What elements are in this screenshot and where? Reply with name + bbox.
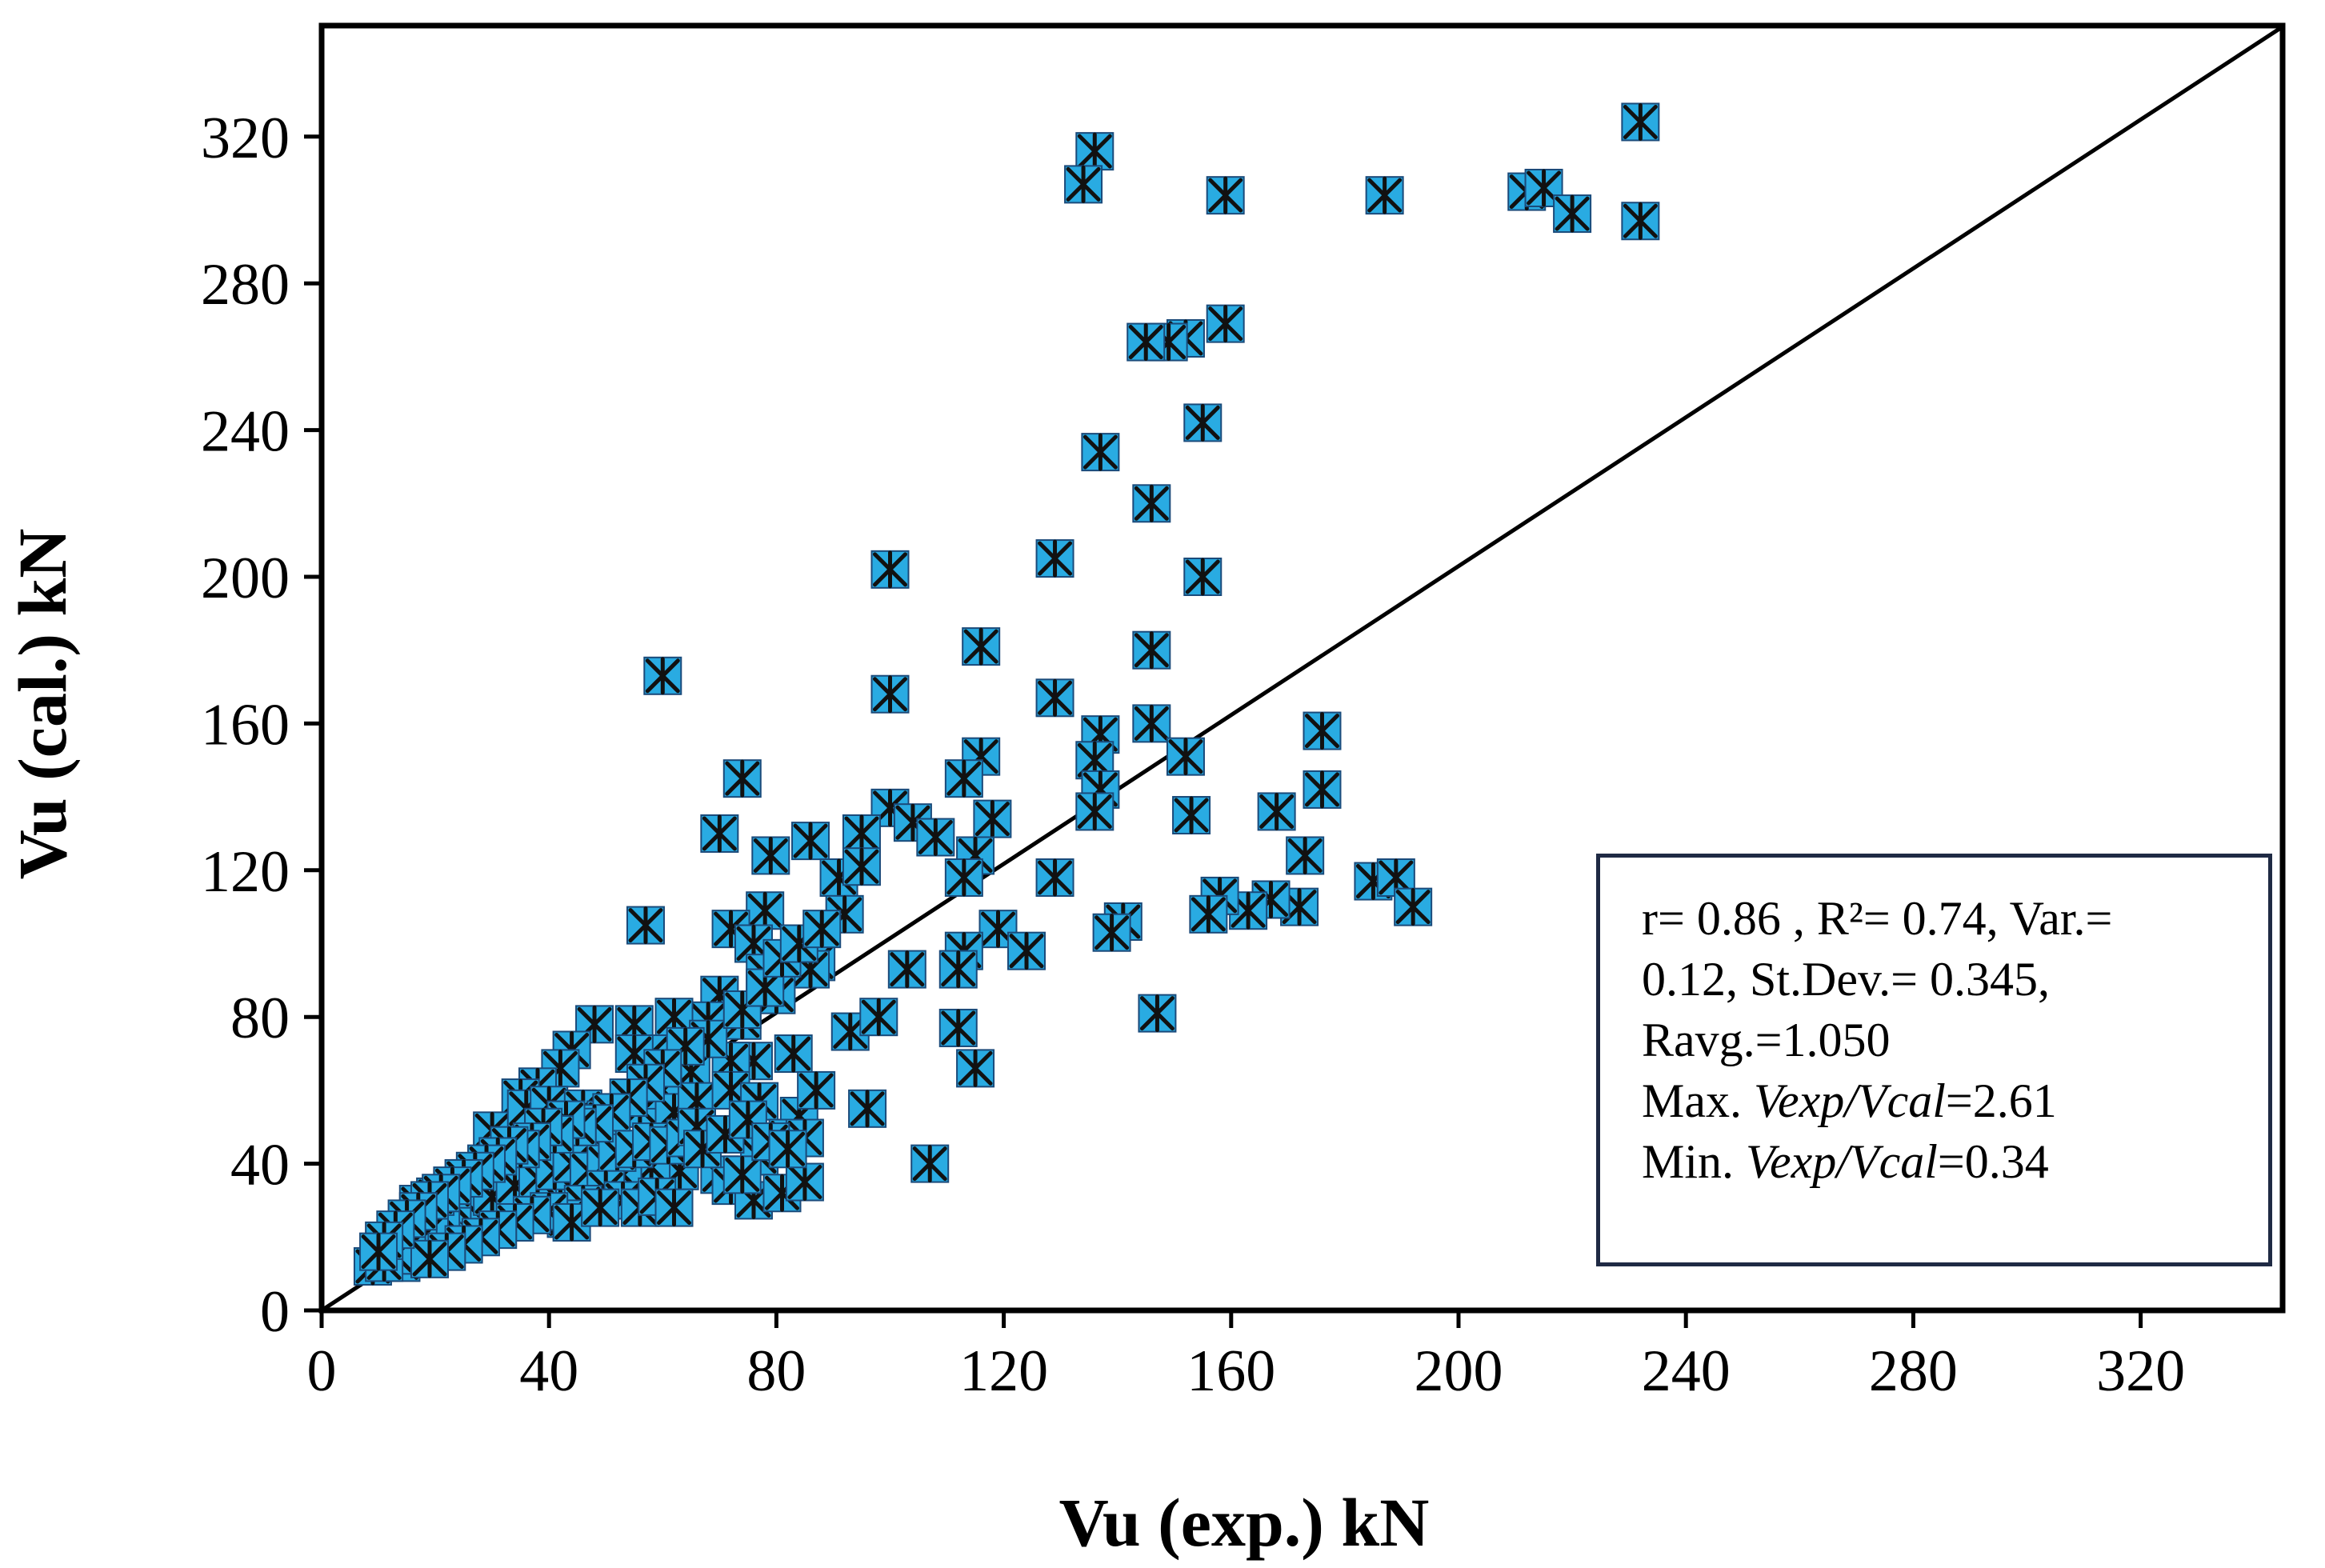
data-point xyxy=(1035,678,1074,718)
data-point xyxy=(1394,887,1433,926)
x-tick-label: 40 xyxy=(519,1338,578,1404)
data-point xyxy=(870,674,910,714)
data-point xyxy=(1092,913,1131,952)
data-point xyxy=(1183,558,1223,596)
data-point xyxy=(1138,994,1177,1033)
y-tick-label: 320 xyxy=(201,106,290,171)
x-tick-label: 160 xyxy=(1187,1338,1275,1404)
data-point xyxy=(938,950,978,989)
x-tick-label: 200 xyxy=(1415,1338,1503,1404)
data-point xyxy=(944,858,983,897)
y-tick-label: 200 xyxy=(201,546,290,611)
data-point xyxy=(802,910,842,949)
data-point xyxy=(887,950,926,989)
y-tick-label: 0 xyxy=(260,1279,290,1345)
x-tick-label: 280 xyxy=(1869,1338,1958,1404)
data-point xyxy=(785,1162,824,1202)
y-tick-label: 240 xyxy=(201,399,290,465)
y-axis-title: Vu (cal.) kN xyxy=(4,529,81,880)
y-tick-label: 80 xyxy=(230,986,290,1051)
y-tick-label: 120 xyxy=(201,839,290,905)
data-point xyxy=(626,906,665,945)
data-point xyxy=(910,1144,950,1183)
data-point xyxy=(359,1232,398,1271)
data-point xyxy=(1206,304,1245,343)
data-point xyxy=(774,1034,813,1074)
data-point xyxy=(1081,433,1120,472)
data-point xyxy=(768,1130,807,1169)
data-point xyxy=(410,1239,449,1278)
data-point xyxy=(1075,132,1114,171)
x-axis-title: Vu (exp.) kN xyxy=(1059,1484,1430,1561)
plot-frame xyxy=(318,22,2286,1314)
data-point xyxy=(722,1155,762,1194)
data-point xyxy=(654,1188,694,1227)
data-point xyxy=(1132,484,1171,523)
data-point xyxy=(1257,792,1296,831)
data-point xyxy=(870,550,910,589)
data-point xyxy=(700,814,739,853)
data-point xyxy=(1553,194,1592,234)
data-point xyxy=(956,1049,995,1088)
data-point xyxy=(643,656,682,695)
data-point xyxy=(1286,836,1325,875)
data-point xyxy=(1183,403,1223,442)
data-point xyxy=(722,759,762,798)
data-point xyxy=(842,847,881,886)
data-point xyxy=(1035,539,1074,578)
data-point xyxy=(1007,931,1046,970)
data-point xyxy=(666,1026,705,1066)
data-point xyxy=(575,1005,614,1044)
stats-line-correlation: r= 0.86 , R²= 0.74, Var.= xyxy=(1642,892,2113,945)
data-point xyxy=(978,910,1018,949)
y-tick-label: 40 xyxy=(230,1133,290,1198)
data-point xyxy=(791,822,830,861)
data-point xyxy=(746,891,785,930)
data-point xyxy=(938,1008,978,1047)
y-tick-label: 280 xyxy=(201,252,290,318)
data-point xyxy=(859,998,898,1037)
x-tick-label: 80 xyxy=(746,1338,806,1404)
data-point xyxy=(973,799,1012,838)
data-point xyxy=(1126,322,1166,362)
y-tick-label: 160 xyxy=(201,692,290,758)
data-point xyxy=(1075,792,1114,831)
data-point xyxy=(581,1188,620,1227)
data-point xyxy=(1189,894,1228,934)
data-point xyxy=(1172,796,1211,835)
data-point xyxy=(848,1089,887,1128)
data-point xyxy=(944,759,983,798)
x-tick-label: 120 xyxy=(959,1338,1048,1404)
data-point xyxy=(1621,102,1660,142)
data-point xyxy=(1132,630,1171,670)
data-point xyxy=(1132,704,1171,743)
data-point xyxy=(797,1070,836,1110)
statistics-legend-box: r= 0.86 , R²= 0.74, Var.= 0.12, St.Dev.=… xyxy=(1596,854,2272,1266)
data-point xyxy=(916,818,955,857)
data-point xyxy=(1206,176,1245,215)
data-point xyxy=(1035,858,1074,897)
data-point xyxy=(1365,176,1404,215)
data-point xyxy=(1303,711,1342,750)
data-point xyxy=(751,836,790,875)
stats-line-stdev: 0.12, St.Dev.= 0.345, xyxy=(1642,953,2050,1006)
data-point xyxy=(962,627,1001,666)
x-tick-label: 0 xyxy=(307,1338,337,1404)
data-point xyxy=(1621,202,1660,241)
data-point xyxy=(842,814,881,853)
data-point xyxy=(1064,165,1103,204)
data-point xyxy=(1303,770,1342,809)
data-point xyxy=(1166,737,1205,776)
stats-line-ravg: Ravg.=1.050 xyxy=(1642,1014,1891,1066)
stats-line-max: Max. Vexp/Vcal=2.61 xyxy=(1642,1074,2057,1127)
x-tick-label: 240 xyxy=(1642,1338,1731,1404)
x-tick-label: 320 xyxy=(2096,1338,2185,1404)
stats-line-min: Min. Vexp/Vcal=0.34 xyxy=(1642,1135,2049,1188)
